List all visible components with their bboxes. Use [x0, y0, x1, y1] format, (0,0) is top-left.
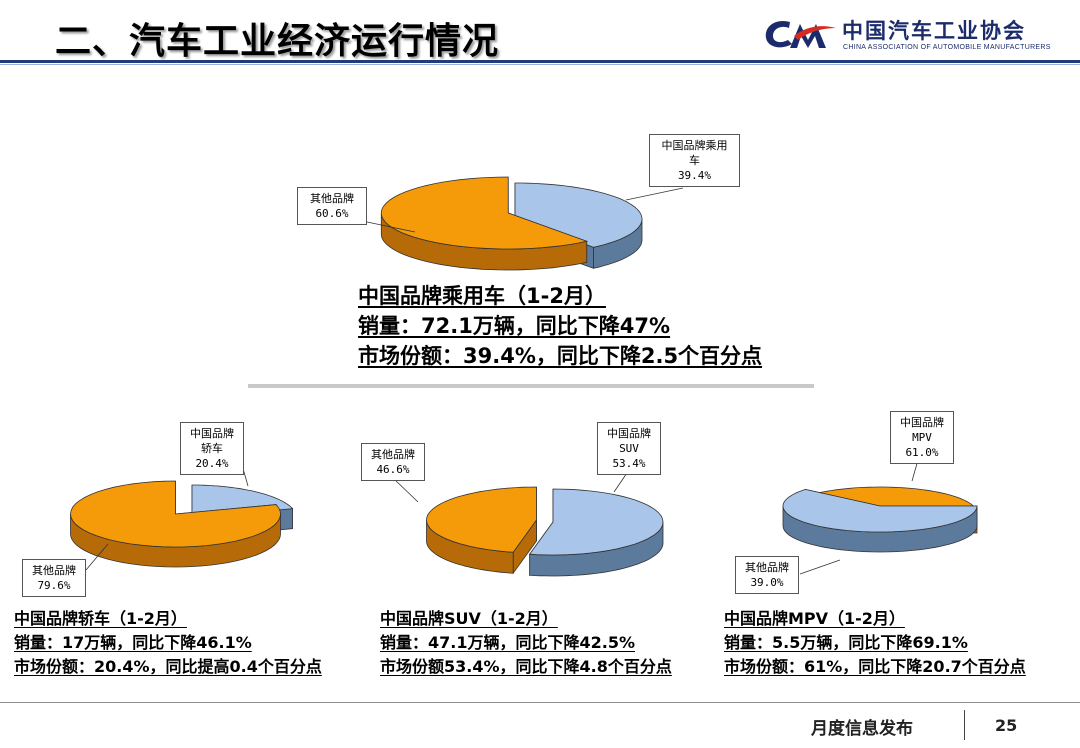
pie-1-leader-line-2	[366, 221, 416, 233]
pie-2-slice-other-brand	[70, 480, 281, 568]
pie-2-slice-2-top	[70, 480, 281, 548]
pie-1-leader-line-1	[625, 187, 684, 201]
pie-2-leader-line-2	[85, 543, 109, 571]
page-title: 二、汽车工业经济运行情况	[55, 21, 500, 62]
caam-logo-mark-icon	[765, 20, 836, 48]
chart2-summary-sales-line: 销量：17万辆，同比下降46.1%	[14, 631, 322, 655]
chart3-summary-title-line: 中国品牌SUV（1-2月）	[380, 607, 672, 631]
chart1-label-china-l1: 中国品牌乘用	[661, 139, 728, 152]
chart2-label-china-l2: 轿车	[201, 442, 223, 455]
chart2-label-other-l1: 其他品牌	[32, 564, 76, 577]
chart2-summary-sales: 销量：17万辆，同比下降46.1%	[14, 633, 252, 652]
pie-1-slice-2-top	[380, 176, 589, 250]
footer-separator	[964, 710, 965, 740]
chart3-summary-share-line: 市场份额53.4%，同比下降4.8个百分点	[380, 655, 672, 679]
chart4-label-china: 中国品牌 MPV 61.0%	[890, 411, 954, 464]
pie-4-leader-line-2	[799, 559, 841, 575]
logo-english-name: CHINA ASSOCIATION OF AUTOMOBILE MANUFACT…	[843, 44, 1051, 51]
chart2-summary-title-line: 中国品牌轿车（1-2月）	[14, 607, 322, 631]
pie-4-slice-china-brand	[782, 488, 978, 553]
chart4-label-china-l2: MPV	[912, 431, 932, 444]
logo-name: 中国汽车工业协会	[842, 19, 1026, 43]
chart2-summary-share-line: 市场份额：20.4%，同比提高0.4个百分点	[14, 655, 322, 679]
chart3-label-china: 中国品牌 SUV 53.4%	[597, 422, 661, 475]
chart1-label-china: 中国品牌乘用 车 39.4%	[649, 134, 740, 187]
chart2-label-other: 其他品牌 79.6%	[22, 559, 86, 597]
chart1-label-other-l2: 60.6%	[315, 207, 349, 220]
chart4-label-other: 其他品牌 39.0%	[735, 556, 799, 594]
pie-charts	[70, 176, 978, 577]
chart3-summary-share: 市场份额53.4%，同比下降4.8个百分点	[380, 657, 672, 676]
chart4-summary-share: 市场份额：61%，同比下降20.7个百分点	[724, 657, 1026, 676]
pie-1-slice-1-top	[514, 182, 643, 248]
pie-3-slice-1-top	[528, 488, 664, 556]
chart2-label-other-l2: 79.6%	[37, 579, 71, 592]
chart1-label-other-l1: 其他品牌	[310, 192, 354, 205]
pie-chart-3	[392, 469, 664, 577]
pie-3-slice-2-top	[426, 486, 537, 553]
chart2-summary: 中国品牌轿车（1-2月） 销量：17万辆，同比下降46.1% 市场份额：20.4…	[14, 607, 322, 679]
pie-chart-4	[782, 459, 978, 575]
chart1-summary-sales-line: 销量：72.1万辆，同比下降47%	[358, 311, 762, 341]
chart1-label-china-l2: 车	[689, 154, 700, 167]
chart4-summary-sales: 销量：5.5万辆，同比下降69.1%	[724, 633, 968, 652]
pie-chart-2	[70, 457, 294, 571]
pie-chart-1	[366, 176, 684, 271]
chart2-label-china-l3: 20.4%	[195, 457, 229, 470]
chart3-summary-sales-line: 销量：47.1万辆，同比下降42.5%	[380, 631, 672, 655]
header-rule	[0, 60, 1080, 63]
pie-1-slice-other-brand	[380, 176, 589, 271]
chart2-summary-title: 中国品牌轿车（1-2月）	[14, 609, 187, 628]
chart3-label-other-l1: 其他品牌	[371, 448, 415, 461]
chart1-summary-title-line: 中国品牌乘用车（1-2月）	[358, 281, 762, 311]
section-divider	[248, 384, 814, 388]
chart4-summary-title: 中国品牌MPV（1-2月）	[724, 609, 905, 628]
chart3-label-china-l3: 53.4%	[612, 457, 646, 470]
chart4-label-china-l1: 中国品牌	[900, 416, 944, 429]
pie-3-slice-china-brand	[528, 488, 664, 577]
chart3-label-china-l1: 中国品牌	[607, 427, 651, 440]
chart2-label-china: 中国品牌 轿车 20.4%	[180, 422, 244, 475]
footer-label: 月度信息发布	[811, 719, 913, 739]
chart4-summary-share-line: 市场份额：61%，同比下降20.7个百分点	[724, 655, 1026, 679]
page-number: 25	[995, 716, 1018, 735]
chart1-summary: 中国品牌乘用车（1-2月） 销量：72.1万辆，同比下降47% 市场份额：39.…	[358, 281, 762, 371]
chart3-summary-sales: 销量：47.1万辆，同比下降42.5%	[380, 633, 635, 652]
chart3-summary-title: 中国品牌SUV（1-2月）	[380, 609, 558, 628]
chart1-summary-share: 市场份额：39.4%，同比下降2.5个百分点	[358, 344, 763, 368]
pie-3-slice-other-brand	[426, 486, 537, 575]
chart1-label-other: 其他品牌 60.6%	[297, 187, 367, 225]
chart3-summary: 中国品牌SUV（1-2月） 销量：47.1万辆，同比下降42.5% 市场份额53…	[380, 607, 672, 679]
pie-3-leader-line-2	[392, 477, 419, 503]
chart4-summary-title-line: 中国品牌MPV（1-2月）	[724, 607, 1026, 631]
chart4-label-other-l2: 39.0%	[750, 576, 784, 589]
pie-4-slice-1-top	[782, 488, 978, 533]
header-rule-thin	[0, 64, 1080, 65]
chart4-summary: 中国品牌MPV（1-2月） 销量：5.5万辆，同比下降69.1% 市场份额：61…	[724, 607, 1026, 679]
caam-logo: 中国汽车工业协会 CHINA ASSOCIATION OF AUTOMOBILE…	[760, 14, 1070, 58]
chart3-label-other: 其他品牌 46.6%	[361, 443, 425, 481]
chart3-label-other-l2: 46.6%	[376, 463, 410, 476]
chart2-summary-share: 市场份额：20.4%，同比提高0.4个百分点	[14, 657, 322, 676]
chart4-label-other-l1: 其他品牌	[745, 561, 789, 574]
chart4-summary-sales-line: 销量：5.5万辆，同比下降69.1%	[724, 631, 1026, 655]
chart1-summary-sales: 销量：72.1万辆，同比下降47%	[358, 314, 671, 338]
chart1-summary-title: 中国品牌乘用车（1-2月）	[358, 284, 606, 308]
chart3-label-china-l2: SUV	[619, 442, 639, 455]
footer-rule	[0, 702, 1080, 703]
chart1-label-china-l3: 39.4%	[677, 169, 712, 182]
chart2-label-china-l1: 中国品牌	[190, 427, 234, 440]
chart1-summary-share-line: 市场份额：39.4%，同比下降2.5个百分点	[358, 341, 762, 371]
chart4-label-china-l3: 61.0%	[905, 446, 939, 459]
